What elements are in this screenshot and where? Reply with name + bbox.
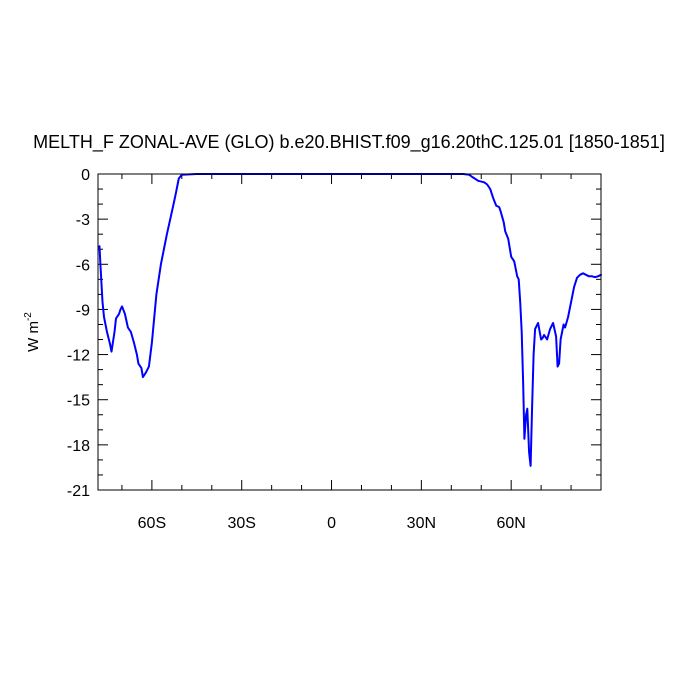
- y-tick-label: -6: [76, 257, 90, 274]
- y-axis-title-superscript: -2: [23, 312, 34, 321]
- series-line: [98, 173, 602, 467]
- y-tick-label: -21: [67, 483, 90, 500]
- x-tick-label: 0: [327, 515, 336, 532]
- x-tick-label: 60N: [496, 515, 525, 532]
- y-axis-title: W m-2: [23, 312, 42, 352]
- y-tick-label: -18: [67, 438, 90, 455]
- x-tick-label: 30S: [227, 515, 255, 532]
- y-tick-label: 0: [81, 167, 90, 184]
- y-tick-label: -9: [76, 302, 90, 319]
- plot-frame: [97, 173, 602, 491]
- x-tick-label: 30N: [407, 515, 436, 532]
- y-tick-label: -12: [67, 348, 90, 365]
- x-tick-label: 60S: [138, 515, 166, 532]
- tick-labels: 0 -3 -6 -9 -12 -15 -18 -21 60S 30S 0 30N 60N: [67, 167, 526, 532]
- y-axis-title-text: W m: [25, 321, 42, 352]
- plot-series: [98, 173, 602, 467]
- y-tick-label: -15: [67, 393, 90, 410]
- y-tick-label: -3: [76, 212, 90, 229]
- axis-ticks: [98, 173, 601, 491]
- chart-title: MELTH_F ZONAL-AVE (GLO) b.e20.BHIST.f09_…: [33, 132, 665, 153]
- svg-text:W m-2: W m-2: [23, 312, 42, 352]
